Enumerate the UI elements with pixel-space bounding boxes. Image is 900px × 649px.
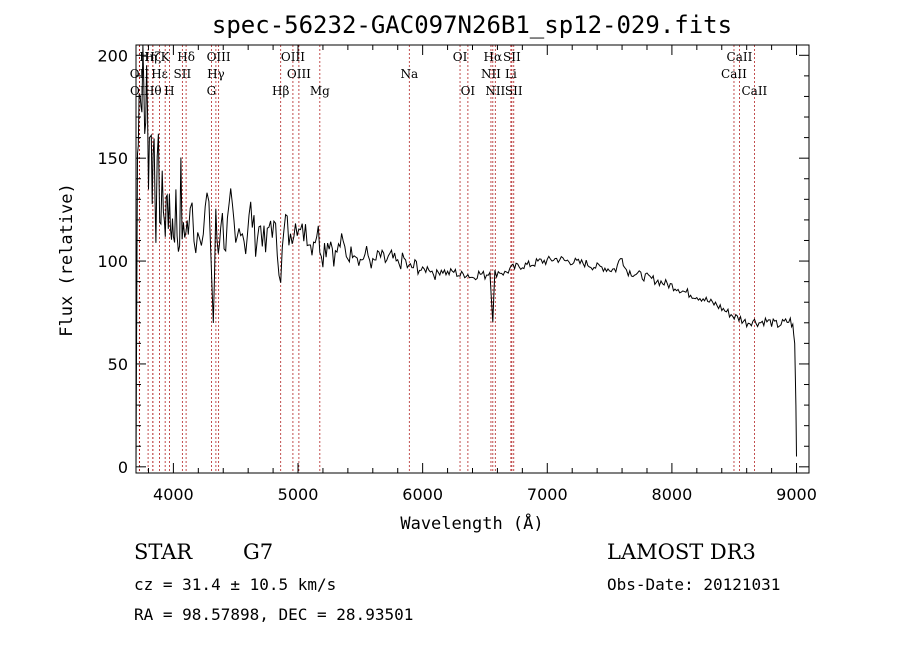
- spectral-line-label: OIII: [207, 50, 231, 64]
- x-tick-label: 5000: [278, 485, 319, 504]
- spectral-line-label: Li: [505, 67, 517, 81]
- coordinates: RA = 98.57898, DEC = 28.93501: [134, 605, 413, 624]
- spectral-line-label: NII: [485, 84, 505, 98]
- spectrum-series: [135, 44, 797, 467]
- spectral-line-label: SII: [503, 50, 521, 64]
- x-tick-label: 4000: [153, 485, 194, 504]
- x-tick-label: 6000: [402, 485, 443, 504]
- y-tick-label: 150: [97, 149, 128, 168]
- y-axis-label: Flux (relative): [57, 183, 77, 337]
- spectral-line-label: OII: [130, 84, 150, 98]
- spectral-line-label: Hα: [484, 50, 503, 64]
- y-tick-label: 100: [97, 252, 128, 271]
- spectral-line-label: Hε: [151, 67, 168, 81]
- observation-date: Obs-Date: 20121031: [607, 575, 780, 594]
- plot-frame: [135, 44, 810, 474]
- x-axis-ticks: 4000 5000 6000 7000 8000 9000: [147, 45, 817, 504]
- x-axis-label: Wavelength (Å): [400, 512, 543, 534]
- spectral-line-label: CaII: [721, 67, 747, 81]
- spectral-line-label: OIII: [281, 50, 305, 64]
- y-tick-label: 50: [108, 355, 128, 374]
- spectral-line-label: OI: [453, 50, 468, 64]
- y-axis-ticks: 0 50 100 150 200: [97, 46, 809, 477]
- x-tick-label: 7000: [527, 485, 568, 504]
- spectral-line-label: Mg: [310, 84, 330, 98]
- x-tick-label: 8000: [652, 485, 693, 504]
- spectrum-line: [135, 44, 797, 467]
- spectral-line-label: NII: [481, 67, 501, 81]
- y-tick-label: 200: [97, 46, 128, 65]
- spectral-line-label: K: [161, 50, 171, 64]
- spectral-line-label: Hβ: [272, 84, 289, 98]
- spectral-line-label: OIII: [287, 67, 311, 81]
- spectral-line-label: SII: [174, 67, 192, 81]
- spectral-line-label: Hζ: [144, 50, 161, 64]
- spectral-line-label: Na: [400, 67, 418, 81]
- x-tick-label: 9000: [776, 485, 817, 504]
- spectral-line-label: SII: [505, 84, 523, 98]
- spectral-line-label: Hγ: [207, 67, 225, 81]
- spectral-line-label: CaII: [727, 50, 753, 64]
- spectral-line-label: Hδ: [177, 50, 195, 64]
- spectral-line-label: OII: [130, 67, 150, 81]
- redshift-velocity: cz = 31.4 ± 10.5 km/s: [134, 575, 336, 594]
- chart-title: spec-56232-GAC097N26B1_sp12-029.fits: [212, 11, 732, 39]
- survey-name: LAMOST DR3: [607, 540, 756, 564]
- spectral-line-label: OI: [461, 84, 476, 98]
- object-class: STAR: [134, 540, 193, 564]
- object-subclass: G7: [243, 540, 273, 564]
- spectral-lines-layer: [138, 45, 755, 473]
- spectral-line-label: CaII: [741, 84, 767, 98]
- spectral-line-label: G: [207, 84, 217, 98]
- spectral-line-label: H: [164, 84, 174, 98]
- spectral-line-label: Hθ: [144, 84, 162, 98]
- y-tick-label: 0: [118, 458, 128, 477]
